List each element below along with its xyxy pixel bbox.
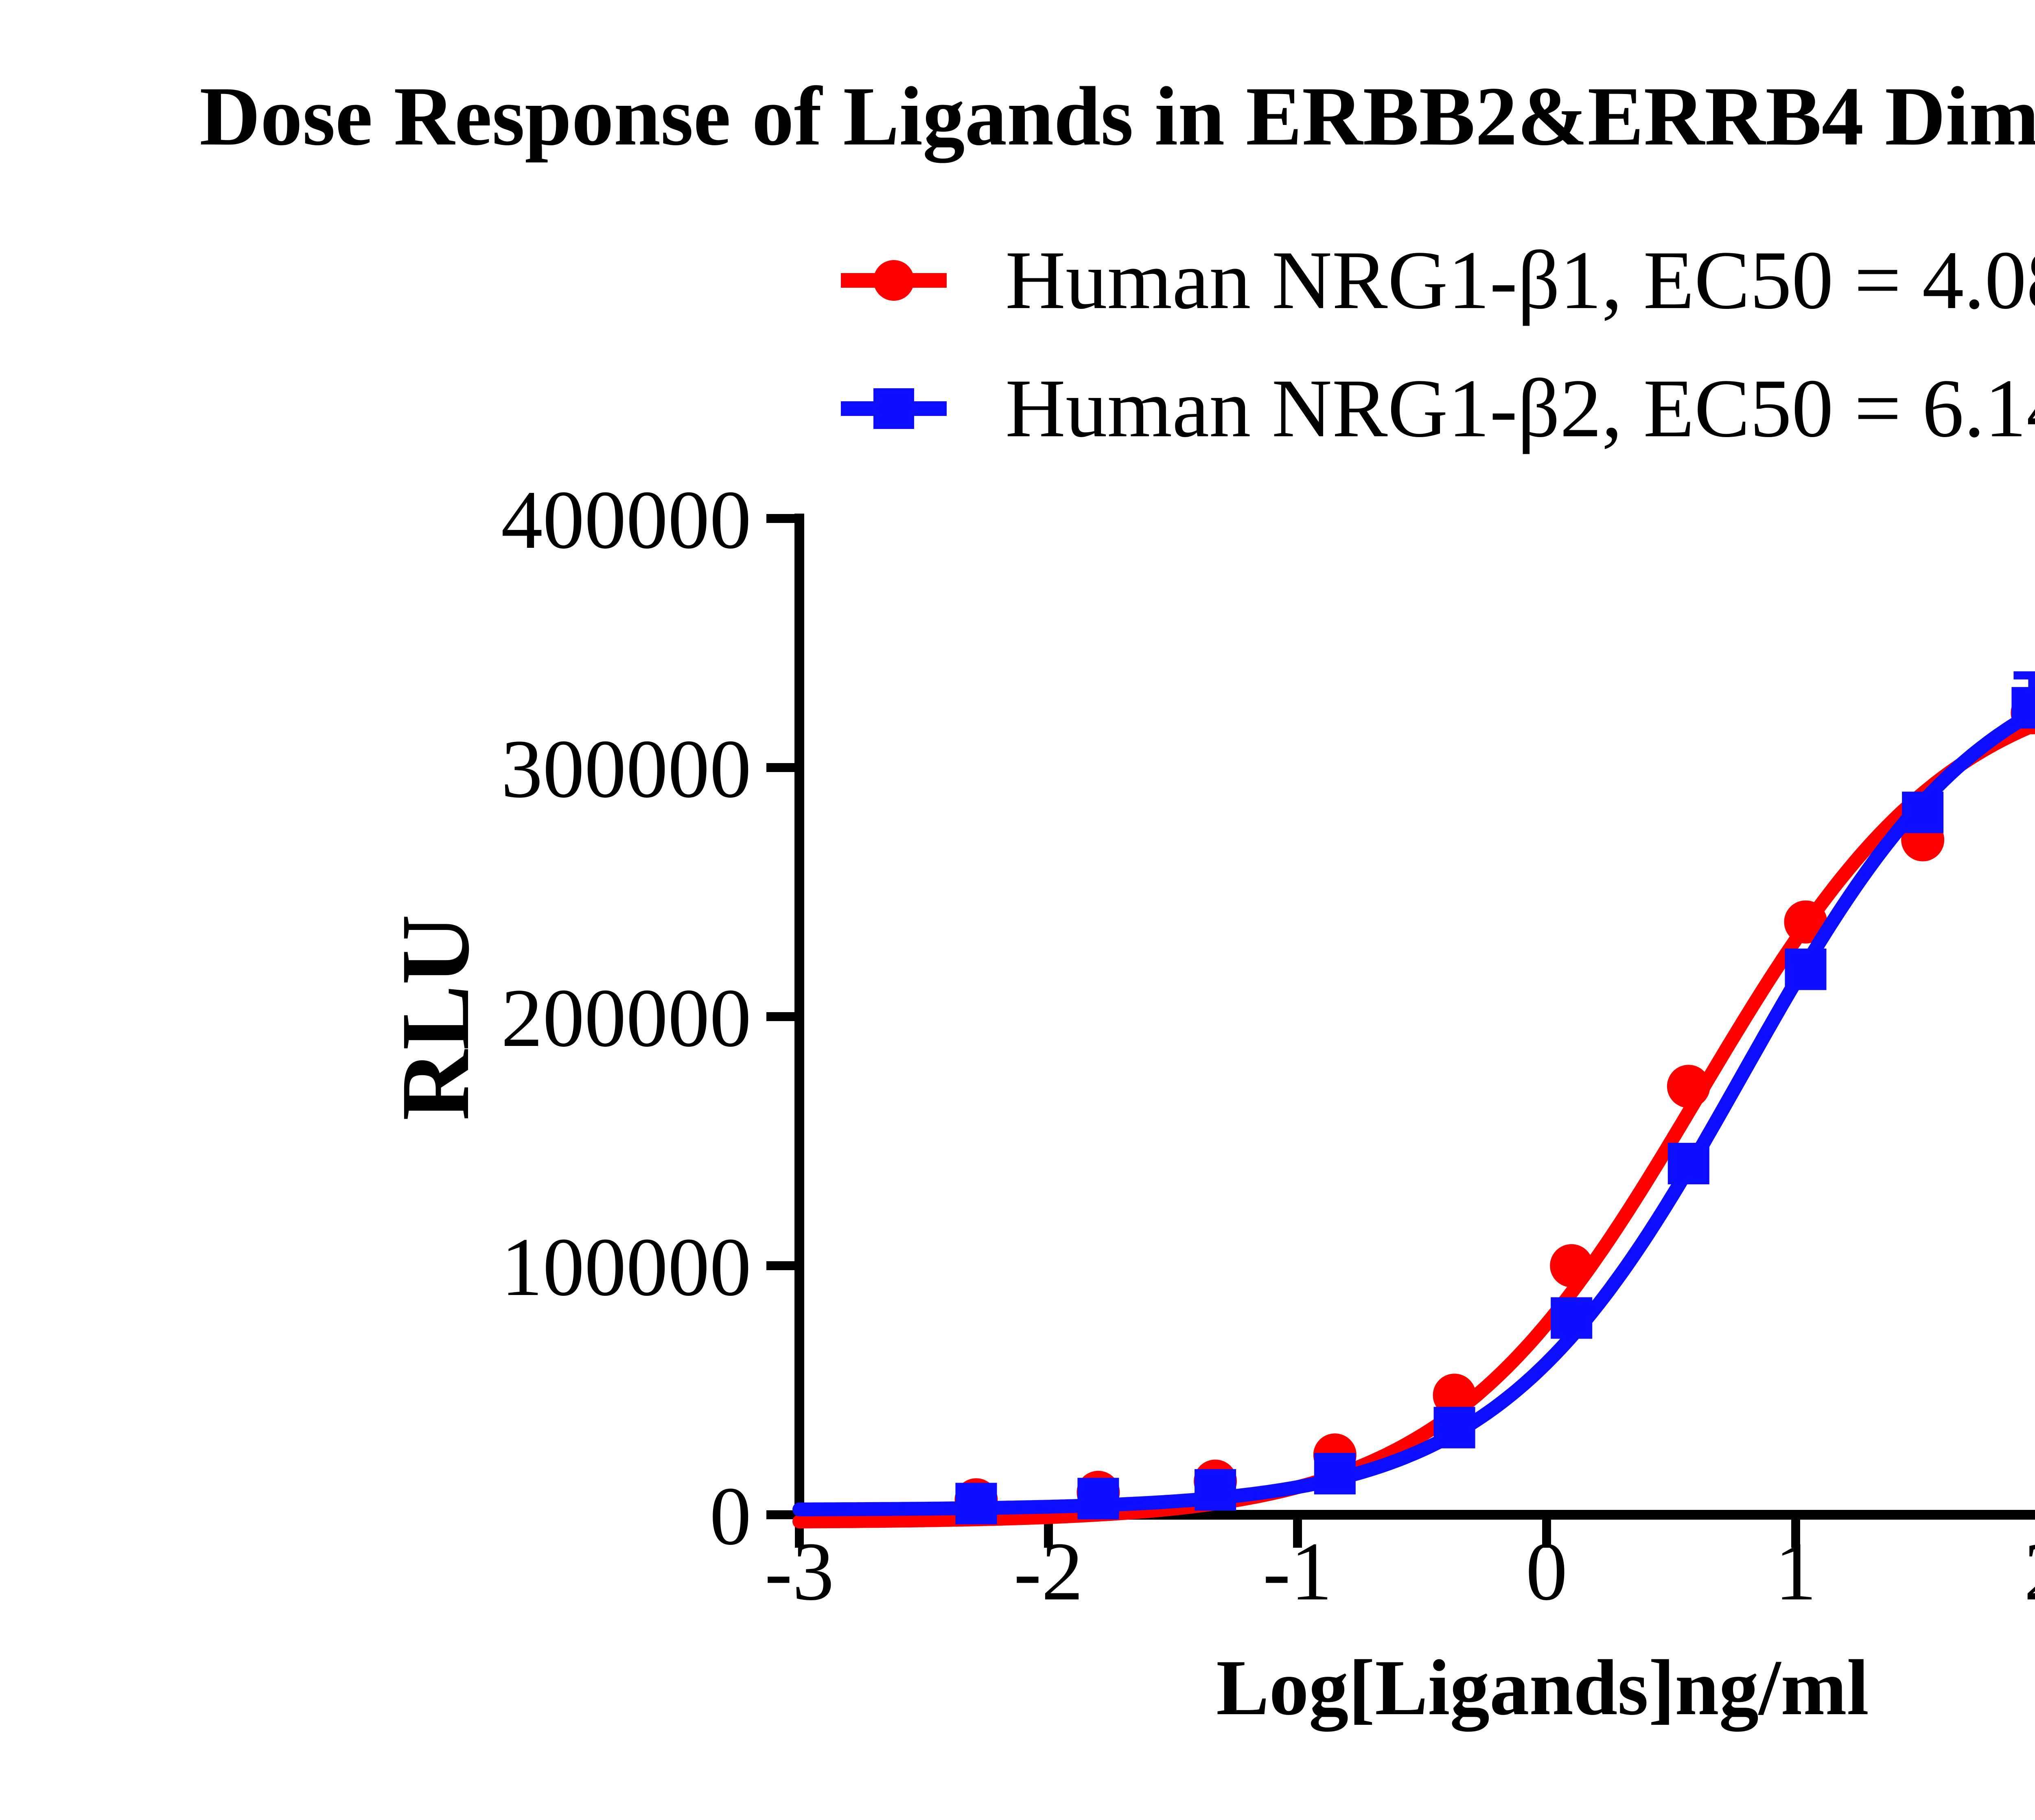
axis-tick-labels: -3-2-101230100000200000300000400000 <box>501 474 2035 1618</box>
y-tick-label: 200000 <box>501 972 751 1064</box>
fit-curve <box>792 704 2035 1516</box>
data-point-square <box>1077 1478 1119 1520</box>
fit-curve <box>792 717 2035 1529</box>
legend-label: Human NRG1-β1, EC50 = 4.08 ng/ml <box>1005 234 2035 326</box>
axis-ticks <box>766 514 1800 1548</box>
legend-item: Human NRG1-β2, EC50 = 6.14 ng/ml <box>841 362 2035 455</box>
legend-circle-marker-icon <box>873 260 914 301</box>
x-tick-label: 1 <box>1775 1525 1817 1618</box>
x-tick-label: 2 <box>2024 1525 2035 1618</box>
data-point-square <box>955 1483 997 1525</box>
x-tick-label: 0 <box>1526 1525 1568 1618</box>
data-point-circle <box>1550 1244 1593 1287</box>
y-tick-label: 0 <box>710 1470 752 1562</box>
x-tick-label: -2 <box>1014 1525 1083 1618</box>
data-point-circle <box>1433 1374 1476 1417</box>
data-point-circle <box>1667 1065 1710 1108</box>
data-point-square <box>1551 1297 1593 1339</box>
data-point-square <box>1314 1453 1356 1495</box>
y-tick-label: 100000 <box>501 1221 751 1313</box>
y-axis-title: RLU <box>381 914 489 1121</box>
data-point-circle <box>1784 900 1827 944</box>
chart-title: Dose Response of Ligands in ERBB2&ERRB4 … <box>199 70 2035 163</box>
axes <box>794 514 2035 1520</box>
plot-area <box>792 671 2035 1529</box>
legend: Human NRG1-β1, EC50 = 4.08 ng/ml Human NR… <box>841 234 2035 455</box>
data-point-square <box>1667 1143 1709 1185</box>
x-tick-label: -3 <box>765 1525 834 1618</box>
y-tick-label: 400000 <box>501 474 751 566</box>
data-point-square <box>2011 687 2035 729</box>
x-axis-title: Log[Ligands]ng/ml <box>1216 1644 1869 1732</box>
legend-label: Human NRG1-β2, EC50 = 6.14 ng/ml <box>1005 362 2035 455</box>
legend-square-marker-icon <box>873 388 914 429</box>
data-point-square <box>1902 792 1944 833</box>
data-point-square <box>1785 948 1827 990</box>
data-point-square <box>1433 1407 1475 1448</box>
x-tick-label: -1 <box>1263 1525 1333 1618</box>
y-tick-label: 300000 <box>501 723 751 815</box>
legend-item: Human NRG1-β1, EC50 = 4.08 ng/ml <box>841 234 2035 326</box>
data-point-square <box>1195 1469 1236 1511</box>
